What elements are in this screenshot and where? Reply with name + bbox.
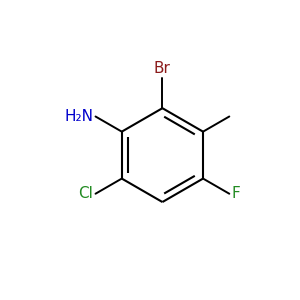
- Text: Br: Br: [154, 61, 171, 76]
- Text: Cl: Cl: [79, 186, 93, 201]
- Text: F: F: [232, 186, 240, 201]
- Text: H₂N: H₂N: [64, 109, 93, 124]
